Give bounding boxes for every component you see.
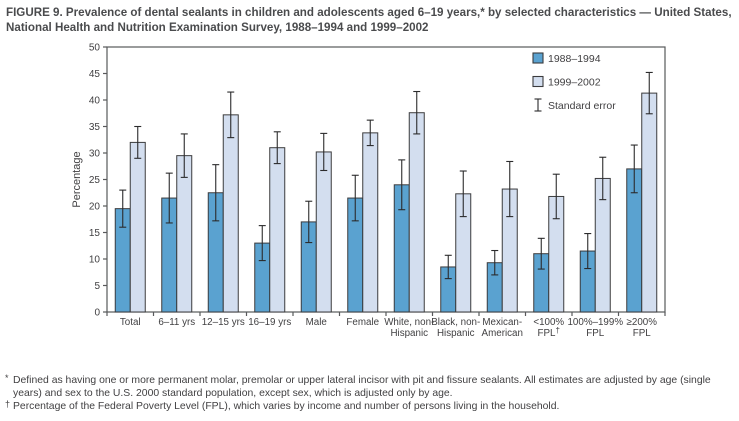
y-tick-label: 10 <box>89 255 101 266</box>
bar-1999-2002-2 <box>222 114 239 313</box>
y-tick-label: 50 <box>89 43 101 54</box>
x-category-label: 12–15 yrs <box>202 317 245 328</box>
y-tick-label: 25 <box>89 175 101 186</box>
footnotes: * Defined as having one or more permanent… <box>5 373 737 413</box>
x-category-label: Mexican- <box>482 317 522 328</box>
legend-label-standard-error: Standard error <box>548 100 616 112</box>
bar-1999-2002-5 <box>362 132 379 313</box>
y-tick-label: 5 <box>94 281 100 292</box>
x-category-label: Hispanic <box>390 328 428 339</box>
bar-1999-2002-4 <box>315 151 332 313</box>
y-tick-label: 15 <box>89 228 101 239</box>
y-tick-label: 45 <box>89 69 101 80</box>
y-axis-label: Percentage <box>71 151 83 207</box>
footnote-definition: * Defined as having one or more permanent… <box>5 373 737 400</box>
bar-1999-2002-11 <box>641 92 658 313</box>
x-category-label: American <box>482 328 523 339</box>
x-category-label: ≥200% <box>627 317 658 328</box>
x-category-label: Black, non- <box>431 317 480 328</box>
figure-title: FIGURE 9. Prevalence of dental sealants … <box>6 6 732 34</box>
x-category-label: 6–11 yrs <box>158 317 195 328</box>
x-category-label: Male <box>306 317 328 328</box>
y-tick-label: 0 <box>94 308 100 319</box>
x-category-label: FPL <box>633 328 652 339</box>
x-category-label: White, non- <box>384 317 434 328</box>
bar-1999-2002-3 <box>269 147 286 313</box>
legend-label-0: 1988–1994 <box>548 53 601 65</box>
footnote-marker-dagger: † <box>5 399 11 409</box>
bar-1999-2002-1 <box>176 155 193 313</box>
legend-swatch-1 <box>532 75 544 88</box>
x-category-label: Total <box>120 317 141 328</box>
y-tick-label: 30 <box>89 149 101 160</box>
x-category-label: 16–19 yrs <box>248 317 291 328</box>
y-tick-label: 40 <box>89 96 101 107</box>
footnote-text: Percentage of the Federal Poverty Level … <box>13 401 560 412</box>
footnote-marker-asterisk: * <box>5 373 9 383</box>
legend-label-1: 1999–2002 <box>548 77 601 89</box>
x-category-label: Hispanic <box>437 328 475 339</box>
x-category-label: Female <box>346 317 379 328</box>
footnote-text: Defined as having one or more permanent … <box>13 375 711 399</box>
x-category-label: FPL† <box>538 326 560 339</box>
y-tick-label: 35 <box>89 122 101 133</box>
x-category-label: FPL <box>586 328 605 339</box>
legend-swatch-0 <box>532 52 544 64</box>
footnote-fpl: † Percentage of the Federal Poverty Level… <box>5 399 737 413</box>
bar-1999-2002-0 <box>129 141 146 313</box>
x-category-label: 100%–199% <box>567 317 623 328</box>
bar-1999-2002-6 <box>408 112 425 313</box>
y-tick-label: 20 <box>89 202 101 213</box>
x-category-label: <100% <box>533 317 564 328</box>
